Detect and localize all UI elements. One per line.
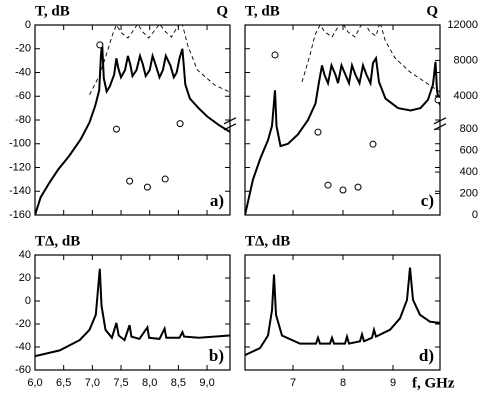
x-tick-label: 9 — [390, 377, 396, 389]
y2-tick-label: 12000 — [447, 19, 478, 31]
q-marker — [369, 140, 377, 148]
t-curve — [35, 268, 230, 358]
y-tick-label: -140 — [9, 185, 31, 197]
x-tick-label: 8,0 — [142, 377, 157, 389]
frame — [34, 254, 231, 371]
q-curve — [89, 25, 230, 96]
t-curve — [245, 267, 440, 357]
panel-label: b) — [209, 346, 224, 365]
x-tick-label: 6,0 — [27, 377, 42, 389]
q-marker — [314, 128, 322, 136]
x-tick-label: 7 — [290, 377, 296, 389]
q-marker — [324, 181, 332, 189]
q-marker — [143, 183, 151, 191]
q-marker — [354, 183, 362, 191]
q-marker — [434, 96, 440, 104]
y-tick-label: -120 — [9, 161, 31, 173]
frame — [34, 24, 231, 216]
q-marker — [112, 125, 120, 133]
x-tick-label: 8,5 — [171, 377, 186, 389]
axis-break — [433, 123, 447, 131]
x-tick-label: 6,5 — [56, 377, 71, 389]
y-tick-label: -160 — [9, 209, 31, 221]
y-tick-label: -60 — [15, 364, 31, 376]
q-marker — [126, 177, 134, 185]
panel-label: d) — [419, 346, 434, 365]
q-marker — [271, 51, 279, 59]
y-axis-title: T, dB — [35, 3, 70, 19]
q-marker — [161, 175, 169, 183]
y-axis-title: TΔ, dB — [35, 233, 80, 249]
q-marker — [339, 186, 347, 194]
x-tick-label: 8 — [340, 377, 346, 389]
y2-tick-label: 600 — [460, 145, 478, 157]
x-tick-label: 7,5 — [113, 377, 128, 389]
x-tick-label: 7,0 — [85, 377, 100, 389]
y2-tick-label: 4000 — [454, 90, 478, 102]
y-tick-label: -20 — [15, 318, 31, 330]
y2-axis-title: Q — [216, 3, 228, 19]
t-curve — [35, 42, 230, 215]
y-tick-label: -40 — [15, 66, 31, 78]
panel-label: a) — [210, 191, 224, 210]
y2-tick-label: 400 — [460, 166, 478, 178]
y-tick-label: 20 — [19, 272, 31, 284]
x-axis-title: f, GHz — [412, 375, 455, 391]
y-axis-title: T, dB — [245, 3, 280, 19]
y2-tick-label: 800 — [460, 123, 478, 135]
q-marker — [96, 41, 104, 49]
panel-label: c) — [421, 191, 434, 210]
y-tick-label: -60 — [15, 90, 31, 102]
axis-break — [223, 117, 237, 125]
y-tick-label: -80 — [15, 114, 31, 126]
y-tick-label: 0 — [25, 295, 31, 307]
t-curve — [245, 55, 440, 215]
y2-axis-title: Q — [426, 3, 438, 19]
y-axis-title: TΔ, dB — [245, 233, 290, 249]
y2-tick-label: 0 — [472, 209, 478, 221]
y-tick-label: -40 — [15, 341, 31, 353]
axis-break — [433, 117, 447, 125]
y-tick-label: -20 — [15, 43, 31, 55]
y-tick-label: -100 — [9, 138, 31, 150]
x-tick-label: 9,0 — [199, 377, 214, 389]
q-marker — [176, 120, 184, 128]
y-tick-label: 40 — [19, 249, 31, 261]
y2-tick-label: 200 — [460, 187, 478, 199]
y2-tick-label: 8000 — [454, 54, 478, 66]
q-curve — [301, 25, 440, 93]
y-tick-label: 0 — [25, 19, 31, 31]
